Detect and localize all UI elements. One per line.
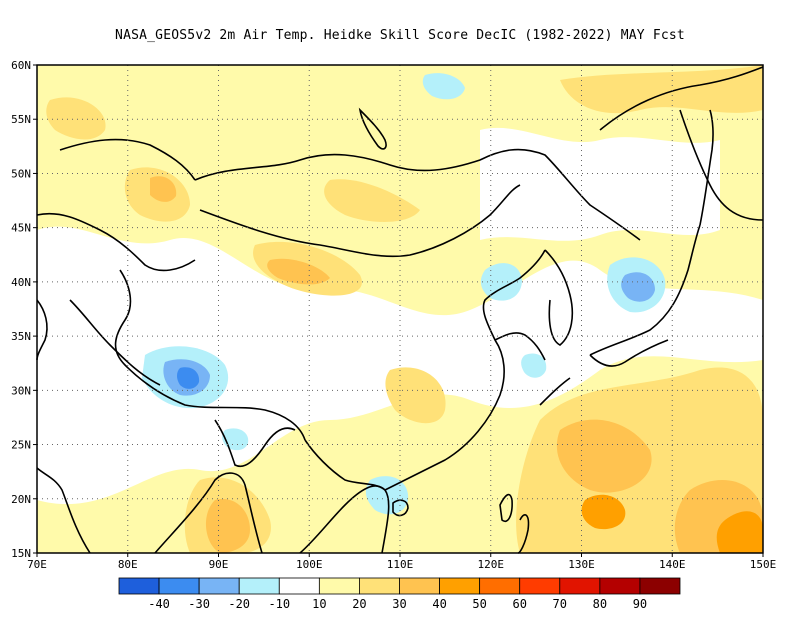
lat-tick-label: 50N [11, 167, 31, 180]
field-orange-patch [267, 258, 330, 285]
lat-tick-label: 15N [11, 547, 31, 560]
coastline-korea [544, 249, 574, 346]
field-blue-patch [621, 272, 655, 302]
field-orange-patch [560, 65, 763, 114]
coastline-caspian [36, 299, 48, 361]
lat-tick-label: 30N [11, 384, 31, 397]
coastline-russia-east [679, 109, 764, 221]
colorbar-swatch [198, 577, 240, 595]
border-china-west [114, 269, 306, 441]
border-central-asia [36, 212, 196, 272]
lon-tick-label: 110E [387, 558, 414, 571]
colorbar-swatch [118, 577, 160, 595]
colorbar-swatch [599, 577, 641, 595]
lat-tick-label: 55N [11, 113, 31, 126]
lake-baikal [358, 107, 387, 150]
colorbar-swatch [158, 577, 200, 595]
lon-tick-label: 140E [659, 558, 686, 571]
colorbar-label: 50 [472, 597, 486, 611]
latitude-tick-labels: 15N 20N 25N 30N 35N 40N 45N 50N 55N 60N [11, 59, 37, 560]
coastline-japan-south [589, 339, 669, 367]
field-orange-patch [556, 419, 652, 493]
field-blue-patch [422, 73, 465, 100]
lon-tick-label: 80E [118, 558, 138, 571]
colorbar-swatch [479, 577, 521, 595]
colorbar: -40 -30 -20 -10 10 20 30 40 50 60 70 80 90 [118, 577, 681, 611]
lat-tick-label: 45N [11, 222, 31, 235]
colorbar-label: -40 [148, 597, 170, 611]
field-blue-patch [177, 367, 200, 389]
border-kazakh [59, 138, 196, 181]
colorbar-label: 80 [593, 597, 607, 611]
longitude-tick-labels: 70E 80E 90E 100E 110E 120E 130E 140E 150E [27, 553, 776, 571]
lat-tick-label: 60N [11, 59, 31, 72]
field-white-region [480, 127, 720, 241]
border-mongolia [199, 184, 521, 258]
field-orange-patch [716, 511, 763, 553]
border-india-myanmar [214, 419, 296, 467]
colorbar-label: 40 [432, 597, 446, 611]
skill-score-field [37, 65, 763, 553]
field-orange-patch [46, 97, 106, 140]
lon-tick-label: 100E [296, 558, 323, 571]
coastline-sakhalin [699, 109, 714, 226]
coastline-bay-of-bengal [154, 472, 263, 554]
border-himalaya [69, 299, 161, 386]
colorbar-label: 90 [633, 597, 647, 611]
coastline-indochina [299, 485, 390, 554]
colorbar-swatch [519, 577, 561, 595]
colorbar-label: 10 [312, 597, 326, 611]
colorbar-swatch [559, 577, 601, 595]
coastline-china-east [384, 249, 546, 491]
colorbar-label: 70 [553, 597, 567, 611]
colorbar-label: 60 [512, 597, 526, 611]
colorbar-swatch [318, 577, 360, 595]
colorbar-swatch [278, 577, 320, 595]
colorbar-label: -30 [188, 597, 210, 611]
field-orange-patch [581, 494, 626, 530]
gridlines [37, 65, 763, 553]
field-orange-patch [385, 367, 446, 424]
lon-tick-label: 120E [478, 558, 505, 571]
colorbar-label: 30 [392, 597, 406, 611]
field-orange-patch [150, 176, 177, 202]
lat-tick-label: 25N [11, 439, 31, 452]
lon-tick-label: 70E [27, 558, 47, 571]
lat-tick-label: 40N [11, 276, 31, 289]
field-orange-patch [324, 179, 420, 222]
colorbar-label: -20 [228, 597, 250, 611]
field-blue-patch [222, 428, 249, 451]
coastline-south-asia [36, 467, 91, 554]
lat-tick-label: 35N [11, 330, 31, 343]
coastline-ryukyu [539, 377, 571, 406]
coastline-okhotsk [599, 66, 764, 131]
coastline-yellow-sea [494, 332, 546, 361]
field-white-region [37, 320, 151, 393]
lat-tick-label: 20N [11, 493, 31, 506]
colorbar-label: 20 [352, 597, 366, 611]
coastline-japan [589, 224, 701, 356]
lon-tick-label: 150E [750, 558, 777, 571]
coastlines [36, 66, 764, 554]
field-blue-patch [521, 353, 547, 378]
colorbar-swatch [399, 577, 440, 595]
colorbar-swatch [639, 577, 681, 595]
border-se-asia [304, 439, 386, 491]
map-title: NASA_GEOS5v2 2m Air Temp. Heidke Skill S… [115, 28, 685, 43]
field-orange-patch [205, 499, 250, 553]
colorbar-swatch [238, 577, 280, 595]
border-china-north [194, 148, 641, 241]
coastline-taiwan [499, 493, 513, 522]
field-blue-patch [480, 263, 522, 301]
coastline-philippines [517, 514, 530, 554]
lon-tick-label: 90E [209, 558, 229, 571]
colorbar-swatch [439, 577, 481, 595]
lon-tick-label: 130E [568, 558, 595, 571]
colorbar-label: -10 [268, 597, 290, 611]
colorbar-swatch [359, 577, 400, 595]
